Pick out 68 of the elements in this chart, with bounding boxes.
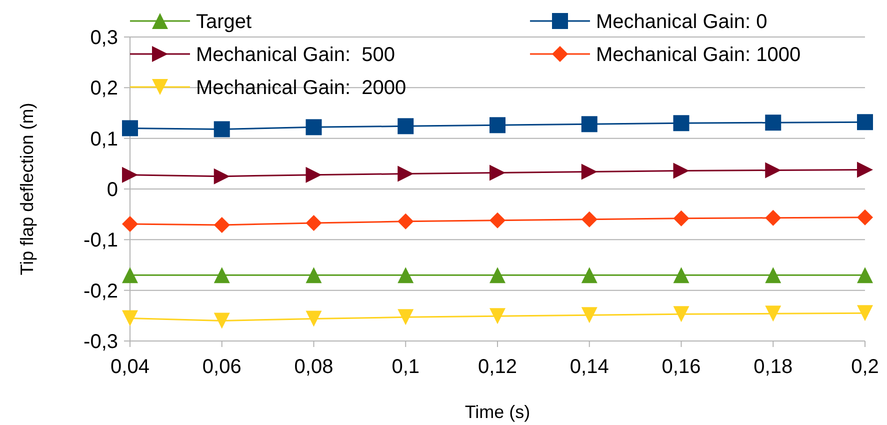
y-axis-title: Tip flap deflection (m) [17,102,37,276]
point [306,119,322,136]
point [857,114,873,130]
point [673,267,690,284]
point [122,267,138,284]
y-tick-label: -0,1 [84,230,118,252]
point [490,164,506,181]
point [673,162,690,179]
point [306,267,322,284]
point [398,213,414,230]
point [490,212,506,228]
point [214,216,230,233]
point [398,267,414,284]
point [306,310,322,327]
point [673,210,690,226]
point [490,267,506,284]
point [398,118,414,134]
point [673,306,690,322]
y-tick-label: 0,2 [90,78,118,100]
point [581,307,598,324]
point [765,306,782,322]
point [581,211,598,228]
x-tick-label: 0,04 [110,356,150,378]
point [857,162,873,178]
x-tick-label: 0,12 [478,356,517,378]
x-tick-label: 0,1 [392,356,420,378]
legend-label: Mechanical Gain: 1000 [596,44,801,66]
x-tick-label: 0,2 [851,356,879,378]
x-tick-label: 0,06 [202,356,242,378]
legend-label: Target [196,11,252,33]
point [214,312,230,329]
point [398,309,414,326]
point [765,210,782,226]
y-tick-label: 0 [106,179,118,201]
point [857,305,873,322]
point [490,308,506,324]
legend-label: Mechanical Gain: 500 [196,44,396,66]
point [765,114,782,131]
y-tick-label: -0,2 [84,280,118,302]
point [581,267,598,284]
point [398,166,414,182]
point [122,166,138,183]
x-tick-label: 0,08 [294,356,334,378]
point [214,267,230,284]
y-tick-label: -0,3 [84,331,118,353]
point [122,120,138,136]
point [122,216,138,232]
point [306,214,322,231]
y-tick-label: 0,1 [90,128,118,150]
point [857,267,873,284]
x-tick-label: 0,18 [754,356,793,378]
point [857,209,873,226]
point [490,117,506,134]
point [214,121,230,138]
y-tick-label: 0,3 [90,27,118,49]
point [765,162,782,178]
point [673,115,690,132]
x-tick-label: 0,16 [662,356,701,378]
legend-label: Mechanical Gain: 2000 [196,77,406,99]
point [581,164,598,180]
x-axis-title: Time (s) [464,402,530,422]
point [122,310,138,326]
point [306,166,322,183]
point [214,168,230,184]
point [581,116,598,132]
legend-label: Mechanical Gain: 0 [596,11,768,33]
point [765,267,782,284]
x-tick-label: 0,14 [570,356,609,378]
